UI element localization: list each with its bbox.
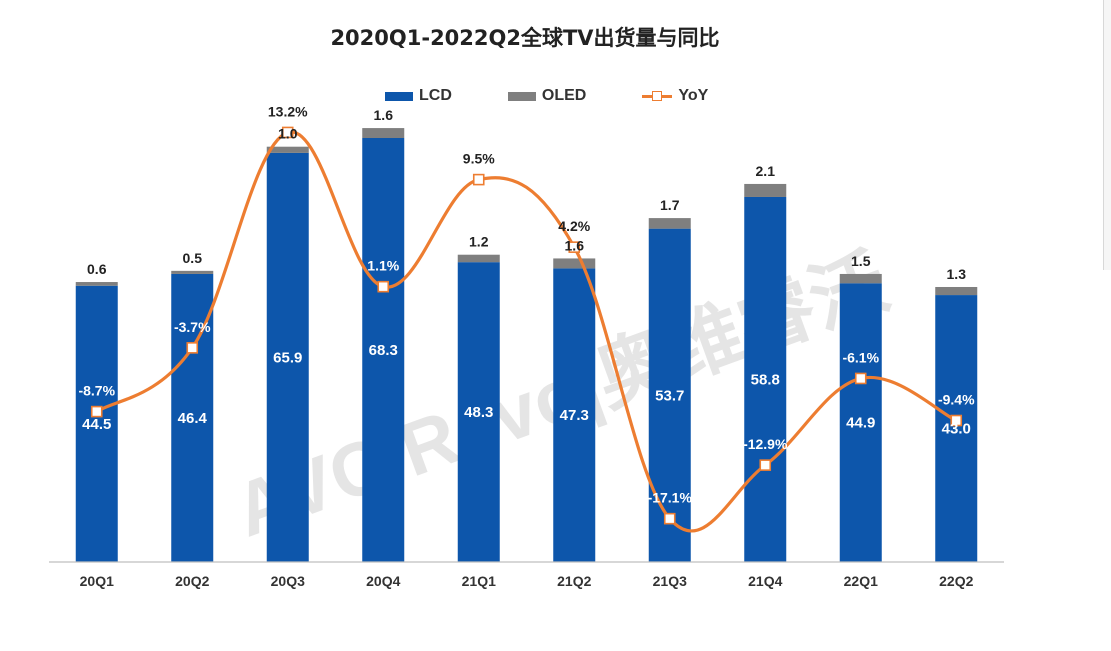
data-label-lcd: 47.3 xyxy=(560,407,589,424)
legend-item-yoy: YoY xyxy=(642,87,708,105)
data-label-yoy: -8.7% xyxy=(78,383,115,399)
x-tick-label: 20Q4 xyxy=(366,573,400,589)
x-tick-label: 21Q4 xyxy=(748,573,782,589)
yoy-marker xyxy=(472,173,485,186)
x-tick-label: 20Q1 xyxy=(80,573,114,589)
data-label-oled: 1.2 xyxy=(469,234,489,250)
bar-lcd xyxy=(266,152,309,562)
data-label-oled: 1.6 xyxy=(565,237,585,253)
bar-oled xyxy=(935,286,978,296)
data-label-lcd: 43.0 xyxy=(942,421,971,438)
bar-oled xyxy=(648,218,691,229)
bar-lcd xyxy=(75,285,118,562)
bar-lcd xyxy=(935,295,978,562)
legend-label-oled: OLED xyxy=(541,87,587,104)
data-label-oled: 1.6 xyxy=(374,107,394,123)
bar-oled xyxy=(75,282,118,286)
yoy-marker xyxy=(950,414,963,427)
data-label-lcd: 44.9 xyxy=(846,415,875,432)
legend-swatch-oled xyxy=(507,91,536,101)
yoy-marker xyxy=(90,405,103,418)
data-label-oled: 0.6 xyxy=(87,261,107,277)
data-label-yoy: 13.2% xyxy=(268,103,308,119)
data-label-oled: 2.1 xyxy=(756,163,776,179)
bar-oled xyxy=(266,146,309,153)
data-label-oled: 1.5 xyxy=(851,253,871,269)
x-tick-label: 20Q3 xyxy=(271,573,305,589)
data-label-yoy: 1.1% xyxy=(367,258,399,274)
yoy-marker xyxy=(568,241,581,253)
x-tick-label: 21Q2 xyxy=(557,573,591,589)
bar-oled xyxy=(553,258,596,269)
bar-oled xyxy=(839,273,882,284)
data-label-yoy: -12.9% xyxy=(743,436,788,452)
data-label-lcd: 44.5 xyxy=(82,416,111,433)
data-label-yoy: -6.1% xyxy=(842,349,879,365)
chart-title: 2020Q1-2022Q2全球TV出货量与同比 xyxy=(330,26,720,50)
yoy-marker xyxy=(759,459,772,471)
bar-lcd xyxy=(362,138,405,562)
bar-oled xyxy=(744,183,787,197)
x-tick-label: 21Q1 xyxy=(462,573,496,589)
yoy-marker xyxy=(854,372,867,385)
yoy-marker xyxy=(281,126,294,139)
data-label-yoy: 4.2% xyxy=(558,218,590,234)
data-label-yoy: -17.1% xyxy=(648,490,693,506)
yoy-marker xyxy=(186,342,199,354)
bar-lcd xyxy=(553,268,596,562)
legend-item-lcd: LCD xyxy=(385,87,452,105)
data-label-yoy: -9.4% xyxy=(938,392,975,408)
legend-item-oled: OLED xyxy=(507,87,587,105)
legend-swatch-lcd xyxy=(385,91,413,101)
bar-lcd xyxy=(648,228,691,563)
data-label-lcd: 68.3 xyxy=(369,342,398,359)
data-label-lcd: 48.3 xyxy=(464,404,493,421)
bar-oled xyxy=(457,254,500,263)
bar-oled xyxy=(171,270,214,274)
yoy-marker xyxy=(377,280,390,293)
x-tick-label: 20Q2 xyxy=(175,573,209,589)
x-tick-label: 22Q2 xyxy=(939,573,973,589)
scrollbar[interactable] xyxy=(1103,0,1111,270)
data-label-oled: 1.7 xyxy=(660,197,680,213)
data-label-lcd: 58.8 xyxy=(751,371,780,388)
data-label-yoy: -3.7% xyxy=(174,319,211,335)
bar-lcd xyxy=(839,283,882,562)
x-tick-label: 22Q1 xyxy=(844,573,878,589)
legend-swatch-yoy xyxy=(642,90,673,102)
yoy-marker xyxy=(663,512,676,525)
data-label-oled: 1.3 xyxy=(947,266,967,282)
legend-label-lcd: LCD xyxy=(419,87,452,104)
legend: LCD OLED YoY xyxy=(385,85,708,107)
data-label-lcd: 53.7 xyxy=(655,387,684,404)
data-label-oled: 1.0 xyxy=(278,126,298,142)
data-label-lcd: 46.4 xyxy=(178,410,208,427)
data-label-yoy: 9.5% xyxy=(463,151,495,167)
bar-lcd xyxy=(457,262,500,562)
bar-lcd xyxy=(744,196,787,562)
data-label-lcd: 65.9 xyxy=(273,349,302,366)
legend-label-yoy: YoY xyxy=(678,87,709,104)
x-tick-label: 21Q3 xyxy=(653,573,687,589)
yoy-line xyxy=(95,130,957,533)
bar-oled xyxy=(362,128,405,139)
data-label-oled: 0.5 xyxy=(183,250,203,266)
